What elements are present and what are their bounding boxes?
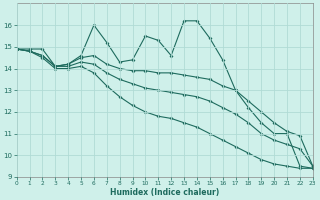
X-axis label: Humidex (Indice chaleur): Humidex (Indice chaleur): [110, 188, 219, 197]
